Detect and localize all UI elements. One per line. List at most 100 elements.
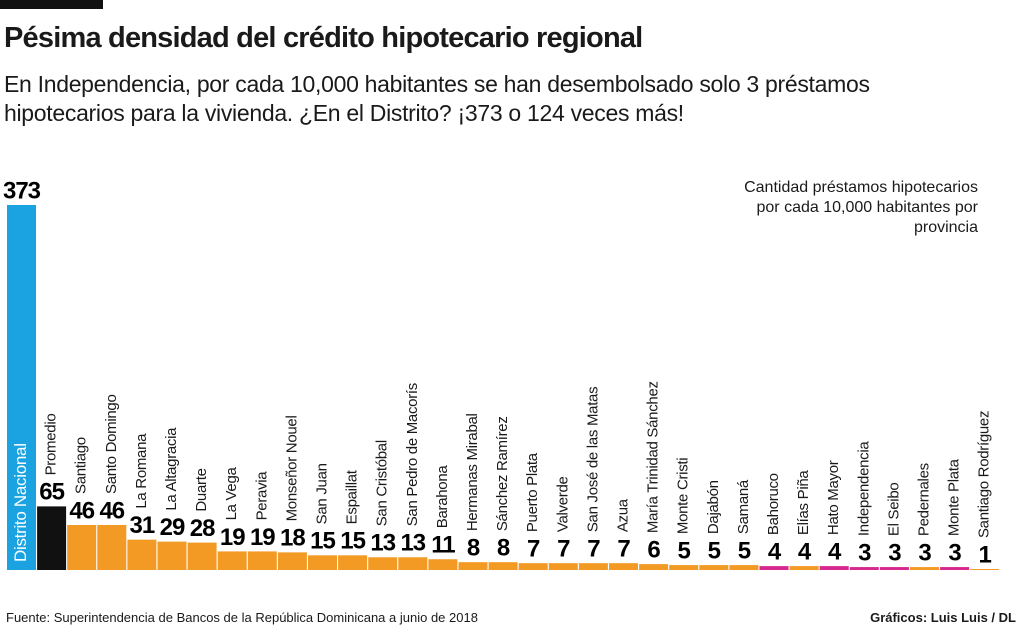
value-label: 6	[647, 536, 660, 563]
bar	[127, 539, 157, 570]
bar	[157, 541, 187, 570]
category-label: San José de las Matas	[584, 387, 601, 532]
value-label: 31	[130, 512, 155, 539]
category-label: El Seibo	[885, 483, 902, 536]
value-label: 18	[280, 525, 305, 552]
chart-note: Cantidad préstamos hipotecarios por cada…	[744, 179, 978, 236]
category-label: Santiago	[73, 437, 90, 494]
category-label: Pedernales	[915, 463, 932, 536]
bar	[759, 566, 789, 570]
category-label: Duarte	[193, 468, 210, 511]
value-label: 4	[798, 538, 812, 565]
bar	[940, 567, 970, 570]
value-label: 3	[918, 539, 931, 566]
category-label: Bahoruco	[765, 473, 782, 535]
bar	[970, 569, 1000, 570]
value-label: 5	[738, 537, 751, 564]
category-label: Hato Mayor	[825, 460, 842, 535]
category-label: Espaillat	[344, 469, 361, 524]
bar	[37, 506, 67, 570]
value-label: 19	[220, 524, 245, 551]
category-label: Puerto Plata	[524, 452, 541, 532]
value-label: 19	[250, 524, 275, 551]
bar	[910, 567, 939, 570]
bar	[669, 565, 699, 570]
value-label: 13	[400, 530, 425, 557]
category-label: Elías Piña	[795, 470, 812, 535]
value-label: 4	[768, 538, 782, 565]
category-label: María Trinidad Sánchez	[645, 381, 662, 533]
bar	[639, 564, 669, 570]
bar	[578, 563, 608, 570]
bar	[879, 567, 909, 570]
value-label: 1	[979, 541, 992, 568]
category-label: Azua	[614, 498, 631, 532]
value-label: 46	[69, 497, 94, 524]
value-label: 373	[3, 177, 41, 204]
value-label: 28	[190, 515, 215, 542]
decor-bar	[0, 0, 103, 9]
category-label: Dajabón	[705, 480, 722, 534]
bar	[308, 555, 337, 570]
bar	[428, 559, 458, 570]
category-label: Valverde	[554, 476, 571, 532]
value-label: 3	[948, 539, 961, 566]
value-label: 7	[527, 535, 540, 562]
value-label: 7	[557, 535, 570, 562]
category-label: Barahona	[434, 465, 451, 529]
category-label: Sánchez Ramírez	[494, 416, 511, 531]
bar	[729, 565, 759, 570]
bar	[398, 557, 428, 570]
category-label: Samaná	[735, 479, 752, 534]
category-label: San Juan	[313, 463, 330, 524]
value-label: 29	[160, 514, 185, 541]
category-label: Distrito Nacional	[11, 443, 30, 562]
category-label: Monte Cristi	[675, 458, 692, 534]
value-label: 5	[708, 537, 721, 564]
category-label: Peravia	[253, 471, 270, 521]
bar	[217, 551, 247, 570]
bar	[819, 566, 849, 570]
value-label: 13	[370, 530, 395, 557]
bar	[488, 562, 518, 570]
value-label: 4	[828, 538, 842, 565]
source: Fuente: Superintendencia de Bancos de la…	[6, 610, 478, 625]
category-label: Santo Domingo	[103, 394, 120, 494]
bar	[247, 551, 277, 570]
category-label: Santiago Rodríguez	[976, 411, 993, 538]
bar	[67, 524, 97, 570]
bar	[368, 557, 398, 570]
bar	[789, 566, 819, 570]
category-label: San Pedro de Macorís	[404, 383, 421, 526]
value-label: 8	[467, 535, 480, 562]
value-label: 8	[497, 535, 510, 562]
bar	[7, 205, 36, 570]
bar	[187, 542, 217, 570]
bar	[849, 567, 879, 570]
category-label: Monte Plata	[946, 458, 963, 536]
category-label: Independencia	[855, 441, 872, 536]
category-label: San Cristóbal	[374, 440, 391, 526]
category-label: Hermanas Mirabal	[464, 413, 481, 531]
credit: Gráficos: Luis Luis / DL	[870, 610, 1016, 625]
category-label: Monseñor Nouel	[283, 416, 300, 522]
bar	[97, 524, 127, 570]
bar	[548, 563, 578, 570]
category-label: La Altagracia	[163, 427, 180, 511]
chart-title: Pésima densidad del crédito hipotecario …	[4, 22, 643, 54]
value-label: 5	[678, 537, 691, 564]
value-label: 7	[617, 535, 630, 562]
value-label: 15	[340, 528, 365, 555]
bar	[458, 562, 488, 570]
value-label: 46	[99, 497, 124, 524]
category-label: La Vega	[223, 466, 240, 520]
category-label: Promedio	[43, 414, 60, 476]
chart-subtitle: En Independencia, por cada 10,000 habita…	[4, 71, 870, 126]
value-label: 3	[858, 539, 871, 566]
category-label: La Romana	[133, 433, 150, 509]
value-label: 11	[431, 532, 455, 559]
value-label: 7	[587, 535, 600, 562]
bar	[338, 555, 368, 570]
